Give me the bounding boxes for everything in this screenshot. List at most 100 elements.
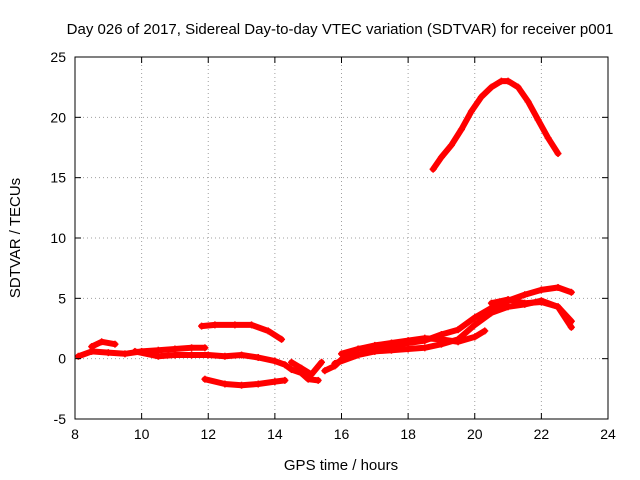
y-tick-label: 0 [58,351,66,367]
data-point [454,338,462,346]
data-point [198,322,206,330]
data-point [221,380,229,388]
x-tick-label: 20 [467,426,483,442]
data-point [314,376,322,384]
data-point [201,344,209,352]
data-point [504,77,512,85]
data-point [554,150,562,158]
data-point [447,141,455,149]
y-tick-label: 25 [50,49,66,65]
axis-ticks [74,56,609,420]
series-line [198,321,285,343]
data-point [121,350,129,358]
data-point [104,349,112,357]
data-point [204,351,212,359]
x-axis-label: GPS time / hours [284,457,398,474]
series-line [338,327,488,357]
data-point [281,376,289,384]
y-tick-label: 20 [50,109,66,125]
data-point [221,352,229,360]
data-point [371,341,379,349]
data-point [544,134,552,142]
data-point [471,314,479,322]
data-point [271,378,279,386]
x-tick-label: 16 [334,426,350,442]
data-point [338,350,345,358]
data-point [567,323,575,331]
data-point [288,358,296,366]
y-axis-label: SDTVAR / TECUs [7,178,24,298]
series-arc-4 [198,321,286,343]
data-point [567,288,575,296]
data-point [404,337,412,345]
data-point [504,296,512,304]
data-point [387,346,395,354]
series-arc-11 [429,77,562,173]
data-point [421,334,429,342]
data-point [487,309,495,317]
y-tick-label: 15 [50,170,66,186]
series-arc-5 [201,375,289,389]
data-point [521,299,529,307]
data-point [497,77,505,85]
x-tick-label: 12 [200,426,216,442]
data-point [254,380,262,388]
data-point [171,345,179,353]
y-tick-labels: -5 0 5 10 15 20 25 [50,49,66,427]
data-point [271,357,279,365]
data-point [437,153,445,161]
data-point [567,317,575,325]
data-point [298,364,306,372]
data-series [74,77,575,389]
data-point [429,165,437,173]
data-point [471,333,479,341]
data-point [154,346,162,354]
data-point [354,345,362,353]
data-point [477,93,485,101]
x-tick-label: 14 [267,426,283,442]
data-point [288,366,296,374]
data-point [278,335,286,343]
data-point [504,303,512,311]
series-line [288,359,325,378]
data-point [454,326,462,334]
data-point [521,291,529,299]
data-point [154,352,162,360]
data-point [404,345,412,353]
series-arc-6 [288,358,326,378]
y-tick-label: 10 [50,230,66,246]
data-point [537,286,545,294]
x-tick-label: 8 [71,426,79,442]
data-point [281,361,289,369]
series-arc-2 [88,338,119,351]
data-point [534,116,542,124]
data-point [487,83,495,91]
data-point [238,381,246,389]
data-point [308,370,316,378]
chart-title: Day 026 of 2017, Sidereal Day-to-day VTE… [67,21,614,38]
data-point [171,351,179,359]
x-tick-label: 18 [400,426,416,442]
data-point [471,321,479,329]
series-line [430,78,561,173]
data-point [554,283,562,291]
data-point [131,347,139,355]
data-point [254,353,262,361]
data-point [321,367,329,375]
data-point [238,351,246,359]
data-point [481,327,489,335]
series-arc-3 [131,347,322,384]
x-tick-label: 22 [534,426,550,442]
data-point [264,327,272,335]
data-point [524,98,532,106]
series-arc-7 [321,283,575,375]
data-point [371,347,379,355]
gridlines [75,57,608,419]
data-point [437,335,445,343]
data-point [304,375,312,383]
data-point [487,299,495,307]
data-point [537,298,545,306]
data-point [248,321,256,329]
data-point [231,321,239,329]
